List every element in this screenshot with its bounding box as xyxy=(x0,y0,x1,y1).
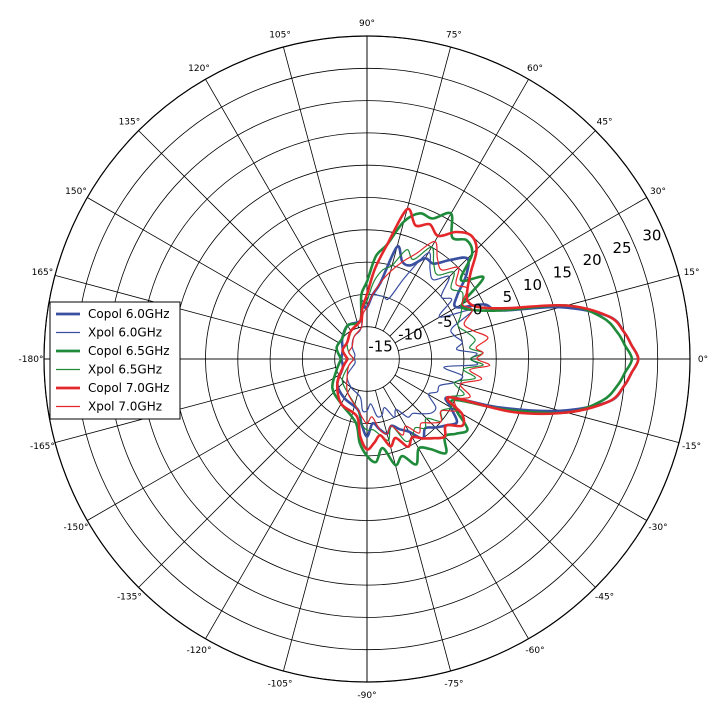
radial-tick-label: 25 xyxy=(612,239,631,257)
angle-tick-label: 120° xyxy=(188,64,210,74)
radial-tick-labels: -15 -10 -5 0 5 10 15 20 25 30 xyxy=(368,226,661,355)
grid-spoke xyxy=(398,366,680,443)
grid-spoke xyxy=(138,130,345,337)
angle-tick-label: 30° xyxy=(650,187,666,197)
radial-tick-label: 30 xyxy=(642,226,661,244)
grid-spoke xyxy=(374,390,451,672)
angle-tick-label: 75° xyxy=(446,30,462,40)
legend-label: Copol 7.0GHz xyxy=(88,381,170,395)
grid-spoke xyxy=(283,46,360,328)
radial-tick-label: -5 xyxy=(438,313,453,331)
angle-tick-label: -105° xyxy=(268,680,293,690)
grid-spoke xyxy=(389,130,596,337)
grid-spoke xyxy=(382,386,529,639)
angle-tick-label: 135° xyxy=(119,117,141,127)
grid-spoke xyxy=(394,197,647,344)
legend-label: Copol 6.5GHz xyxy=(88,344,170,358)
radial-tick-label: 15 xyxy=(553,263,572,281)
grid-spoke xyxy=(54,366,336,443)
grid-spoke xyxy=(283,390,360,672)
grid-spoke xyxy=(205,386,352,639)
angle-tick-label: 60° xyxy=(527,64,543,74)
series-layer xyxy=(330,207,640,467)
grid-spoke xyxy=(205,79,352,332)
angle-tick-label: -165° xyxy=(30,442,55,452)
grid-spoke xyxy=(382,79,529,332)
grid-spoke xyxy=(394,374,647,521)
angle-tick-label: -15° xyxy=(682,442,701,452)
series-copol-7-0ghz xyxy=(335,207,640,451)
grid-spoke xyxy=(389,381,596,588)
radial-tick-label: -10 xyxy=(398,325,423,343)
angle-tick-label: 150° xyxy=(65,187,87,197)
radial-tick-label: 5 xyxy=(503,288,513,306)
angle-tick-label: 15° xyxy=(684,268,700,278)
grid-spoke xyxy=(398,275,680,352)
radial-tick-label: 0 xyxy=(473,301,483,319)
radial-tick-label: -15 xyxy=(368,338,393,356)
angle-tick-label: 165° xyxy=(32,268,54,278)
angle-tick-label: 90° xyxy=(359,19,375,29)
legend-label: Copol 6.0GHz xyxy=(88,307,170,321)
angle-tick-label: -60° xyxy=(525,646,544,656)
angle-tick-label: -150° xyxy=(64,523,89,533)
angle-tick-label: -75° xyxy=(444,680,463,690)
angle-tick-label: -180° xyxy=(19,355,44,365)
angle-tick-label: -90° xyxy=(357,691,376,701)
legend-label: Xpol 7.0GHz xyxy=(88,400,162,414)
legend-label: Xpol 6.5GHz xyxy=(88,363,162,377)
grid-spoke xyxy=(138,381,345,588)
legend-box xyxy=(49,301,181,420)
angle-tick-label: -120° xyxy=(187,646,212,656)
angle-tick-label: 105° xyxy=(269,30,291,40)
series-xpol-7-0ghz xyxy=(346,240,491,436)
legend-label: Xpol 6.0GHz xyxy=(88,326,162,340)
angle-tick-label: 0° xyxy=(698,355,708,365)
legend: Copol 6.0GHz Xpol 6.0GHz Copol 6.5GHz Xpol … xyxy=(49,301,181,420)
angle-tick-label: 45° xyxy=(597,117,613,127)
angle-tick-label: -30° xyxy=(648,523,667,533)
grid-spoke xyxy=(87,374,340,521)
angle-tick-label: -45° xyxy=(595,593,614,603)
grid-spoke xyxy=(54,275,336,352)
grid-spoke xyxy=(374,46,451,328)
angle-tick-label: -135° xyxy=(117,593,142,603)
angular-tick-labels: 0° 15° 30° 45° 60° 75° 90° 105° 120° 135° 150° 165°… xyxy=(19,19,709,701)
radial-tick-label: 20 xyxy=(583,251,602,269)
grid-spoke xyxy=(87,197,340,344)
radial-tick-label: 10 xyxy=(523,276,542,294)
